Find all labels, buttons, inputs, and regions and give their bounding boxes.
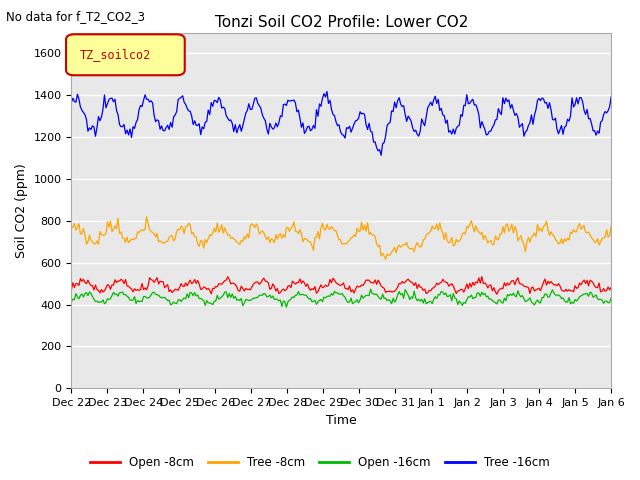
Tree -8cm xyxy=(607,223,615,229)
X-axis label: Time: Time xyxy=(326,414,356,427)
Open -8cm xyxy=(228,280,236,286)
Tree -16cm xyxy=(68,99,76,105)
Open -8cm xyxy=(303,281,311,287)
Open -16cm xyxy=(246,298,254,303)
Tree -16cm xyxy=(323,89,331,95)
Tree -16cm xyxy=(580,108,588,113)
Open -16cm xyxy=(255,292,263,298)
Open -16cm xyxy=(228,291,236,297)
Open -8cm xyxy=(68,287,76,292)
Tree -8cm xyxy=(257,229,265,235)
Open -16cm xyxy=(305,296,313,302)
FancyBboxPatch shape xyxy=(66,35,185,75)
Tree -8cm xyxy=(580,223,588,228)
Tree -8cm xyxy=(230,236,237,241)
Open -8cm xyxy=(478,274,486,279)
Tree -8cm xyxy=(143,214,150,220)
Open -16cm xyxy=(367,286,374,292)
Open -16cm xyxy=(282,304,290,310)
Tree -16cm xyxy=(377,153,385,158)
Open -8cm xyxy=(246,287,254,293)
Open -8cm xyxy=(134,287,141,292)
Open -8cm xyxy=(607,285,615,290)
Tree -16cm xyxy=(255,103,263,108)
Open -8cm xyxy=(580,277,588,283)
Open -16cm xyxy=(607,295,615,301)
Tree -16cm xyxy=(246,107,254,112)
Tree -8cm xyxy=(68,225,76,230)
Y-axis label: Soil CO2 (ppm): Soil CO2 (ppm) xyxy=(15,163,28,258)
Open -16cm xyxy=(68,299,76,305)
Line: Open -16cm: Open -16cm xyxy=(72,289,611,307)
Legend: Open -8cm, Tree -8cm, Open -16cm, Tree -16cm: Open -8cm, Tree -8cm, Open -16cm, Tree -… xyxy=(86,452,554,474)
Title: Tonzi Soil CO2 Profile: Lower CO2: Tonzi Soil CO2 Profile: Lower CO2 xyxy=(214,15,468,30)
Tree -8cm xyxy=(248,221,255,227)
Text: TZ_soilco2: TZ_soilco2 xyxy=(79,48,151,61)
Tree -8cm xyxy=(134,229,141,235)
Open -16cm xyxy=(134,298,141,303)
Open -8cm xyxy=(493,291,500,297)
Open -16cm xyxy=(580,291,588,297)
Tree -16cm xyxy=(228,120,236,126)
Line: Open -8cm: Open -8cm xyxy=(72,276,611,294)
Open -8cm xyxy=(255,281,263,287)
Tree -16cm xyxy=(134,117,141,122)
Tree -16cm xyxy=(607,94,615,100)
Text: No data for f_T2_CO2_3: No data for f_T2_CO2_3 xyxy=(6,10,145,23)
Tree -8cm xyxy=(382,256,390,262)
Line: Tree -8cm: Tree -8cm xyxy=(72,217,611,259)
Line: Tree -16cm: Tree -16cm xyxy=(72,92,611,156)
Tree -16cm xyxy=(303,124,311,130)
Tree -8cm xyxy=(305,239,313,244)
